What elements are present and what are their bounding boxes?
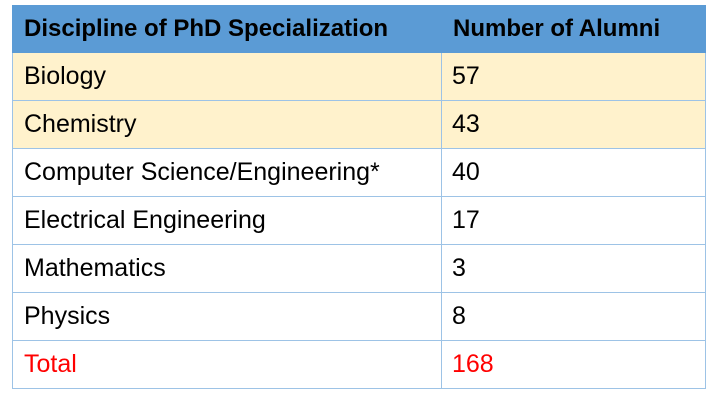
table-row: Biology 57 xyxy=(12,52,706,101)
table-row: Computer Science/Engineering* 40 xyxy=(12,148,706,197)
discipline-cell: Electrical Engineering xyxy=(12,196,442,245)
discipline-cell: Mathematics xyxy=(12,244,442,293)
alumni-table: Discipline of PhD Specialization Number … xyxy=(12,5,706,389)
alumni-table-container: Discipline of PhD Specialization Number … xyxy=(12,5,706,389)
count-cell: 3 xyxy=(441,244,706,293)
table-header-row: Discipline of PhD Specialization Number … xyxy=(12,5,706,53)
discipline-cell: Physics xyxy=(12,292,442,341)
total-count: 168 xyxy=(441,340,706,389)
discipline-cell: Chemistry xyxy=(12,100,442,149)
header-discipline: Discipline of PhD Specialization xyxy=(12,5,442,53)
table-row: Physics 8 xyxy=(12,292,706,341)
total-label: Total xyxy=(12,340,442,389)
discipline-cell: Computer Science/Engineering* xyxy=(12,148,442,197)
table-row: Mathematics 3 xyxy=(12,244,706,293)
table-row: Electrical Engineering 17 xyxy=(12,196,706,245)
count-cell: 8 xyxy=(441,292,706,341)
count-cell: 40 xyxy=(441,148,706,197)
discipline-cell: Biology xyxy=(12,52,442,101)
table-row: Chemistry 43 xyxy=(12,100,706,149)
header-number-of-alumni: Number of Alumni xyxy=(441,5,706,53)
total-row: Total 168 xyxy=(12,340,706,389)
count-cell: 17 xyxy=(441,196,706,245)
count-cell: 43 xyxy=(441,100,706,149)
count-cell: 57 xyxy=(441,52,706,101)
